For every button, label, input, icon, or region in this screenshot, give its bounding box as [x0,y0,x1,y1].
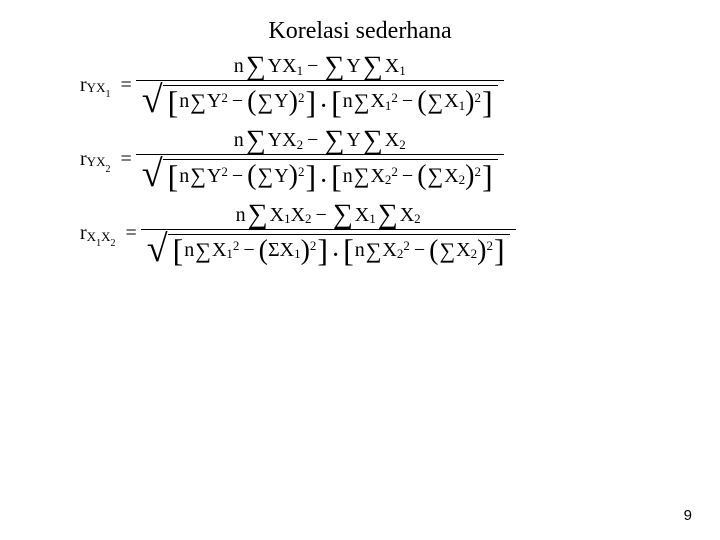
numerator-3: n∑X1X2 − ∑X1∑X2 [230,204,427,229]
fraction-1: n∑YX1 − ∑Y∑X1 √ [ n∑Y2 − (∑Y)2 ] . [ n∑X… [136,55,504,115]
equals: = [125,222,136,245]
formulas-block: rYX1 = n∑YX1 − ∑Y∑X1 √ [ n∑Y2 − (∑Y)2 ] [0,55,720,264]
page-title: Korelasi sederhana [0,0,720,55]
equals: = [120,148,131,171]
denominator-2: √ [ n∑Y2 − (∑Y)2 ] . [ n∑X22 − (∑X2)2 ] [136,154,504,189]
denominator-1: √ [ n∑Y2 − (∑Y)2 ] . [ n∑X12 − (∑X1)2 ] [136,80,504,115]
formula-rx1x2: rX1X2 = n∑X1X2 − ∑X1∑X2 √ [ n∑X12 − (ΣX1… [80,204,680,264]
fraction-3: n∑X1X2 − ∑X1∑X2 √ [ n∑X12 − (ΣX1)2 ] . [… [141,204,516,264]
numerator-1: n∑YX1 − ∑Y∑X1 [228,55,412,80]
lhs-ryx2: rYX2 [80,148,110,171]
equals: = [120,74,131,97]
numerator-2: n∑YX2 − ∑Y∑X2 [228,129,412,154]
page-number: 9 [684,507,692,524]
lhs-ryx1: rYX1 [80,74,110,97]
lhs-rx1x2: rX1X2 [80,222,115,245]
fraction-2: n∑YX2 − ∑Y∑X2 √ [ n∑Y2 − (∑Y)2 ] . [ n∑X… [136,129,504,189]
formula-ryx1: rYX1 = n∑YX1 − ∑Y∑X1 √ [ n∑Y2 − (∑Y)2 ] [80,55,680,115]
denominator-3: √ [ n∑X12 − (ΣX1)2 ] . [ n∑X22 − (∑X2)2 … [141,229,516,264]
formula-ryx2: rYX2 = n∑YX2 − ∑Y∑X2 √ [ n∑Y2 − (∑Y)2 ] [80,129,680,189]
